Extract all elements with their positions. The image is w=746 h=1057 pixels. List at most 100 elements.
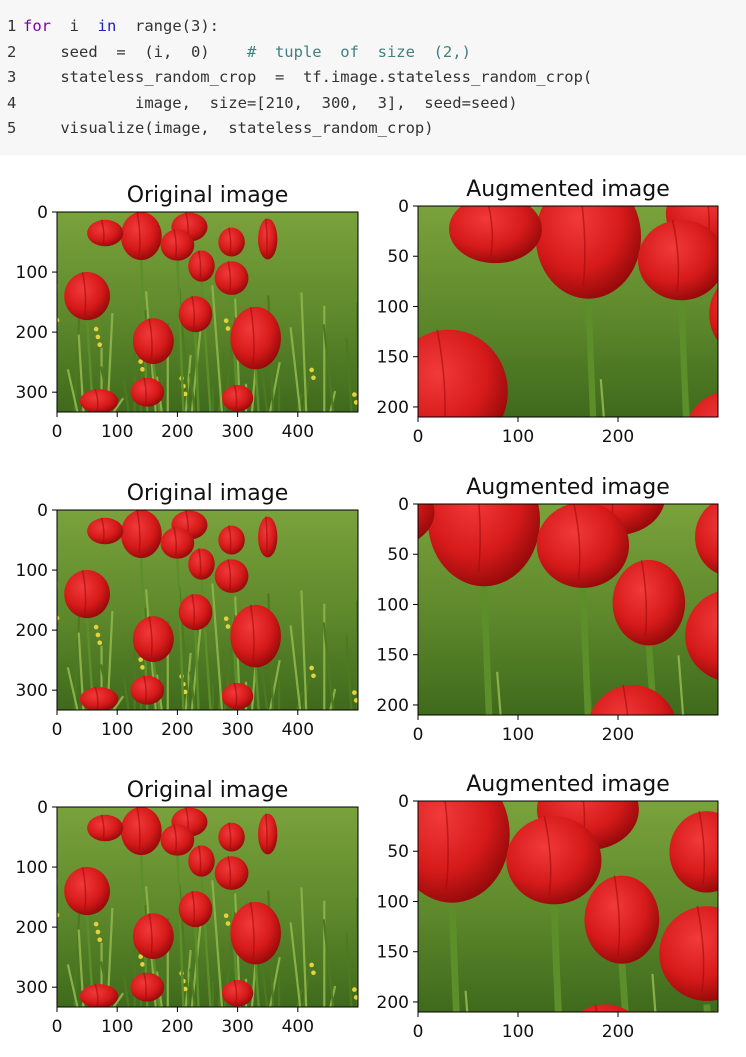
x-tick-label: 0 <box>413 725 424 745</box>
subplot-1: Original image 0 100 200 300 400 0 100 200 300 <box>16 183 359 442</box>
tulip <box>214 261 249 295</box>
x-tick-label: 200 <box>161 720 193 740</box>
tulip <box>703 1035 746 1057</box>
x-tick-label: 400 <box>282 720 314 740</box>
tulip <box>221 979 254 1007</box>
tulip <box>448 206 542 264</box>
tulip <box>79 984 119 1007</box>
tulip <box>120 510 162 559</box>
x-tick-label: 300 <box>221 422 253 442</box>
x-tick-label: 100 <box>101 1017 133 1037</box>
y-tick-label: 200 <box>377 696 409 716</box>
tulip <box>612 559 686 646</box>
code-text: for i in range(3): <box>23 17 219 35</box>
tulip <box>79 389 119 412</box>
tulip <box>506 816 602 905</box>
tulip <box>418 504 435 540</box>
tulip <box>218 822 245 852</box>
y-tick-label: 100 <box>377 297 409 317</box>
subplot-title: Augmented image <box>466 475 670 500</box>
tulip <box>87 517 124 545</box>
tulip <box>230 901 281 965</box>
x-tick-label: 200 <box>161 422 193 442</box>
tulip <box>130 675 165 705</box>
tulip <box>87 219 124 247</box>
image-pixels <box>418 504 746 886</box>
y-tick-label: 200 <box>16 918 48 938</box>
tulip <box>418 801 510 903</box>
tulip <box>132 318 174 364</box>
x-tick-label: 300 <box>221 720 253 740</box>
line-number: 1 <box>7 17 17 35</box>
tulip <box>64 272 110 321</box>
tulip <box>132 913 174 959</box>
y-tick-label: 100 <box>16 858 48 878</box>
tulip <box>160 824 195 856</box>
x-tick-label: 200 <box>161 1017 193 1037</box>
x-tick-label: 300 <box>221 1017 253 1037</box>
y-tick-label: 100 <box>16 561 48 581</box>
tulip <box>132 616 174 662</box>
y-tick-label: 0 <box>398 792 409 812</box>
y-tick-label: 50 <box>387 842 409 862</box>
tulip <box>120 212 162 261</box>
tulip <box>218 227 245 257</box>
tulip <box>728 715 746 886</box>
tulip <box>188 845 215 877</box>
x-tick-label: 0 <box>413 1022 424 1042</box>
tulip <box>685 591 718 680</box>
tulip <box>536 504 630 588</box>
y-tick-label: 300 <box>16 681 48 701</box>
line-number: 2 <box>7 42 17 61</box>
x-tick-label: 100 <box>502 427 534 447</box>
x-tick-label: 0 <box>52 422 63 442</box>
image-pixels <box>418 801 746 1057</box>
tulip <box>178 891 213 928</box>
x-tick-label: 200 <box>602 1022 634 1042</box>
tulip <box>579 1004 630 1012</box>
x-tick-label: 100 <box>101 422 133 442</box>
tulip <box>218 525 245 555</box>
y-tick-label: 150 <box>377 348 409 368</box>
tulip <box>669 811 718 893</box>
subplot-title: Augmented image <box>466 772 670 797</box>
tulip <box>221 682 254 710</box>
x-tick-label: 200 <box>602 427 634 447</box>
y-tick-label: 200 <box>16 323 48 343</box>
y-tick-label: 150 <box>377 646 409 666</box>
x-tick-label: 100 <box>101 720 133 740</box>
x-tick-label: 200 <box>602 725 634 745</box>
tulip <box>79 687 119 710</box>
subplot-title: Original image <box>127 778 289 803</box>
subplot-5: Original image 0 100 200 300 400 0 100 200 300 <box>16 778 359 1037</box>
tulip <box>230 306 281 370</box>
tulip <box>589 684 675 715</box>
tulip <box>64 867 110 916</box>
y-tick-label: 150 <box>377 943 409 963</box>
y-tick-label: 0 <box>398 495 409 515</box>
code-text: image, size=[210, 300, 3], seed=seed) <box>23 93 518 112</box>
tulip <box>709 287 718 342</box>
x-tick-label: 0 <box>52 720 63 740</box>
y-tick-label: 50 <box>387 545 409 565</box>
subplot-title: Augmented image <box>466 177 670 202</box>
y-tick-label: 100 <box>16 263 48 283</box>
image-pixels <box>418 206 718 417</box>
y-tick-label: 200 <box>377 993 409 1013</box>
y-tick-label: 300 <box>16 383 48 403</box>
y-tick-label: 100 <box>377 892 409 912</box>
line-number: 3 <box>7 68 17 86</box>
tulip <box>64 570 110 619</box>
x-tick-label: 0 <box>413 427 424 447</box>
tulip <box>695 504 718 574</box>
x-tick-label: 400 <box>282 422 314 442</box>
tulip <box>130 377 165 407</box>
tulip <box>230 604 281 668</box>
code-cell[interactable]: 1 for i in range(3): 2 seed = (i, 0) # tup… <box>0 0 746 155</box>
tulip <box>188 250 215 282</box>
tulip <box>178 594 213 631</box>
tulip <box>130 972 165 1002</box>
y-tick-label: 200 <box>377 398 409 418</box>
